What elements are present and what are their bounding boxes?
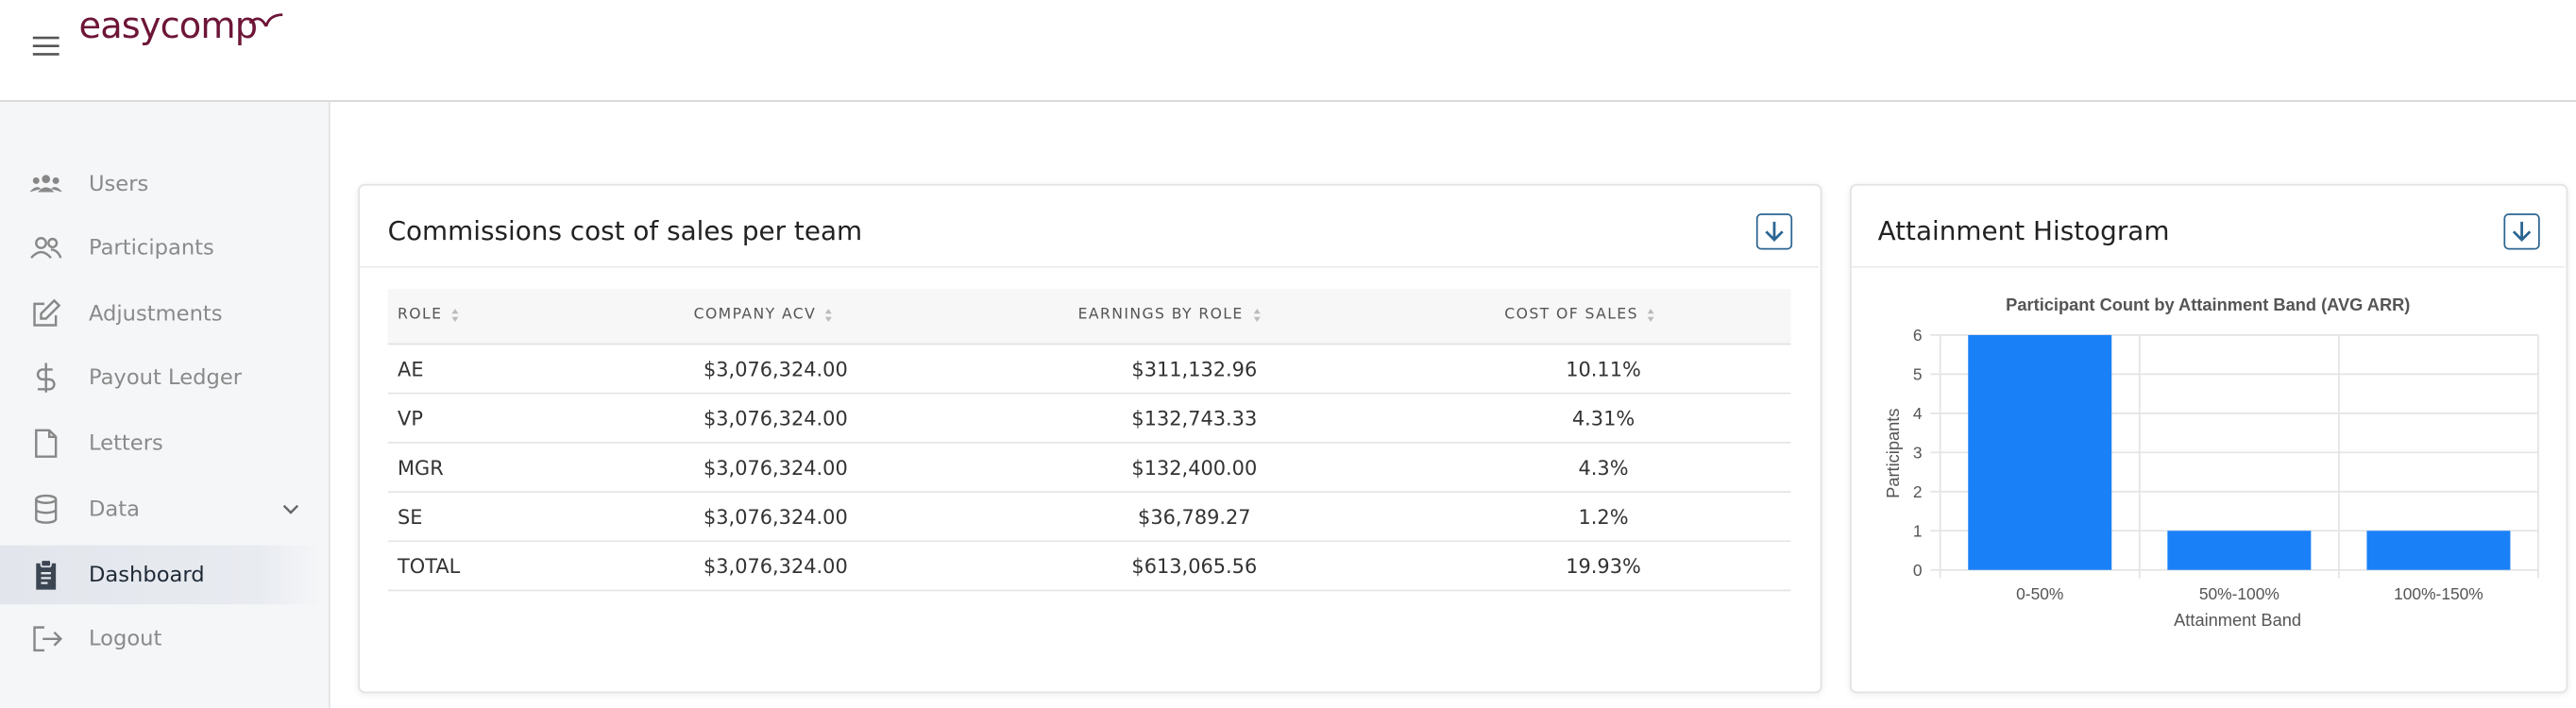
table-card (358, 183, 1822, 694)
nav-item-active[interactable]: Dashboard (0, 545, 323, 605)
nav-label: Adjustments (88, 301, 223, 327)
nav-item[interactable]: Letters (0, 413, 322, 473)
x-tick-label: 50%-100% (2199, 584, 2279, 603)
row-divider (387, 491, 1791, 493)
table-cell: 1.2% (1578, 505, 1629, 530)
nav-item[interactable]: Payout Ledger (0, 348, 322, 408)
y-tick-label: 6 (1913, 326, 1923, 345)
nav-label: Payout Ledger (88, 365, 243, 391)
logo[interactable]: easycomp (78, 6, 259, 48)
header-text: COST OF SALES (1504, 307, 1638, 324)
menu-button[interactable] (31, 35, 60, 58)
table-cell: 4.3% (1578, 456, 1629, 480)
table-cell: $3,076,324.00 (703, 407, 848, 430)
column-header[interactable]: ROLE (398, 289, 461, 343)
table-cell: $613,065.56 (1131, 555, 1258, 579)
y-tick-label: 0 (1913, 561, 1923, 580)
y-tick-label: 1 (1913, 521, 1923, 540)
nav-label: Data (88, 497, 140, 522)
table-cell: AE (398, 358, 424, 381)
chart-title: Participant Count by Attainment Band (AV… (2006, 295, 2410, 314)
sort-icon[interactable] (1648, 308, 1656, 322)
nav-item[interactable]: Logout (0, 609, 322, 668)
row-divider (387, 392, 1791, 395)
table-header (387, 289, 1791, 346)
y-tick-label: 3 (1913, 443, 1923, 462)
table-cell: VP (398, 407, 423, 430)
header-text: COMPANY ACV (693, 307, 817, 324)
x-tick-label: 0-50% (2016, 584, 2063, 603)
column-header[interactable]: EARNINGS BY ROLE (1078, 289, 1262, 343)
table-cell: $311,132.96 (1131, 358, 1258, 381)
table-cell: MGR (398, 456, 444, 480)
logo-mark (248, 13, 283, 27)
y-tick-label: 4 (1913, 404, 1923, 423)
nav-item[interactable]: Adjustments (0, 284, 322, 344)
sort-icon[interactable] (1253, 308, 1262, 322)
x-axis-label: Attainment Band (2174, 610, 2301, 630)
table-cell: 19.93% (1566, 555, 1641, 579)
card-title: Commissions cost of sales per team (387, 214, 863, 246)
chart: Participant Count by Attainment Band (AV… (1883, 295, 2539, 630)
sidebar: Users Participants Adjustments Payout Le… (0, 101, 330, 708)
row-divider (387, 589, 1791, 592)
column-header[interactable]: COMPANY ACV (694, 289, 835, 343)
nav-label: Dashboard (88, 562, 205, 587)
bar (1968, 334, 2112, 570)
row-divider (387, 442, 1791, 444)
y-axis-label: Participants (1883, 409, 1903, 498)
y-tick-label: 5 (1913, 364, 1923, 383)
table-cell: $36,789.27 (1138, 505, 1251, 530)
table-cell: $3,076,324.00 (703, 555, 848, 579)
column-header[interactable]: COST OF SALES (1504, 289, 1656, 343)
table-cell: $132,743.33 (1131, 407, 1258, 430)
table-cell: $132,400.00 (1131, 456, 1258, 480)
table-cell: $3,076,324.00 (703, 505, 848, 530)
table-cell: $3,076,324.00 (703, 358, 848, 381)
table-cell: $3,076,324.00 (703, 456, 848, 480)
bar (2167, 531, 2312, 570)
header-text: ROLE (398, 307, 443, 324)
divider (360, 265, 1819, 268)
download-button[interactable] (2503, 213, 2540, 250)
card-title: Attainment Histogram (1877, 214, 2170, 246)
nav-label: Users (88, 171, 149, 196)
sort-icon[interactable] (825, 308, 835, 322)
divider (1851, 265, 2565, 268)
table-cell: SE (398, 505, 423, 530)
table-cell: 4.31% (1571, 407, 1635, 430)
header-text: EARNINGS BY ROLE (1077, 307, 1244, 324)
nav-item[interactable]: Participants (0, 218, 322, 278)
nav-label: Participants (88, 235, 214, 261)
nav-label: Letters (88, 430, 163, 456)
nav-item[interactable]: Users (0, 155, 322, 214)
x-tick-label: 100%-150% (2394, 584, 2483, 603)
top-bar: easycomp (0, 0, 2576, 102)
table-cell: TOTAL (398, 555, 461, 579)
download-button[interactable] (1755, 213, 1793, 250)
sort-icon[interactable] (451, 308, 461, 322)
nav-item[interactable]: Data (0, 480, 322, 539)
bar (2366, 531, 2511, 570)
nav-label: Logout (88, 626, 162, 651)
row-divider (387, 540, 1791, 543)
table-cell: 10.11% (1566, 358, 1641, 381)
y-tick-label: 2 (1913, 482, 1923, 501)
